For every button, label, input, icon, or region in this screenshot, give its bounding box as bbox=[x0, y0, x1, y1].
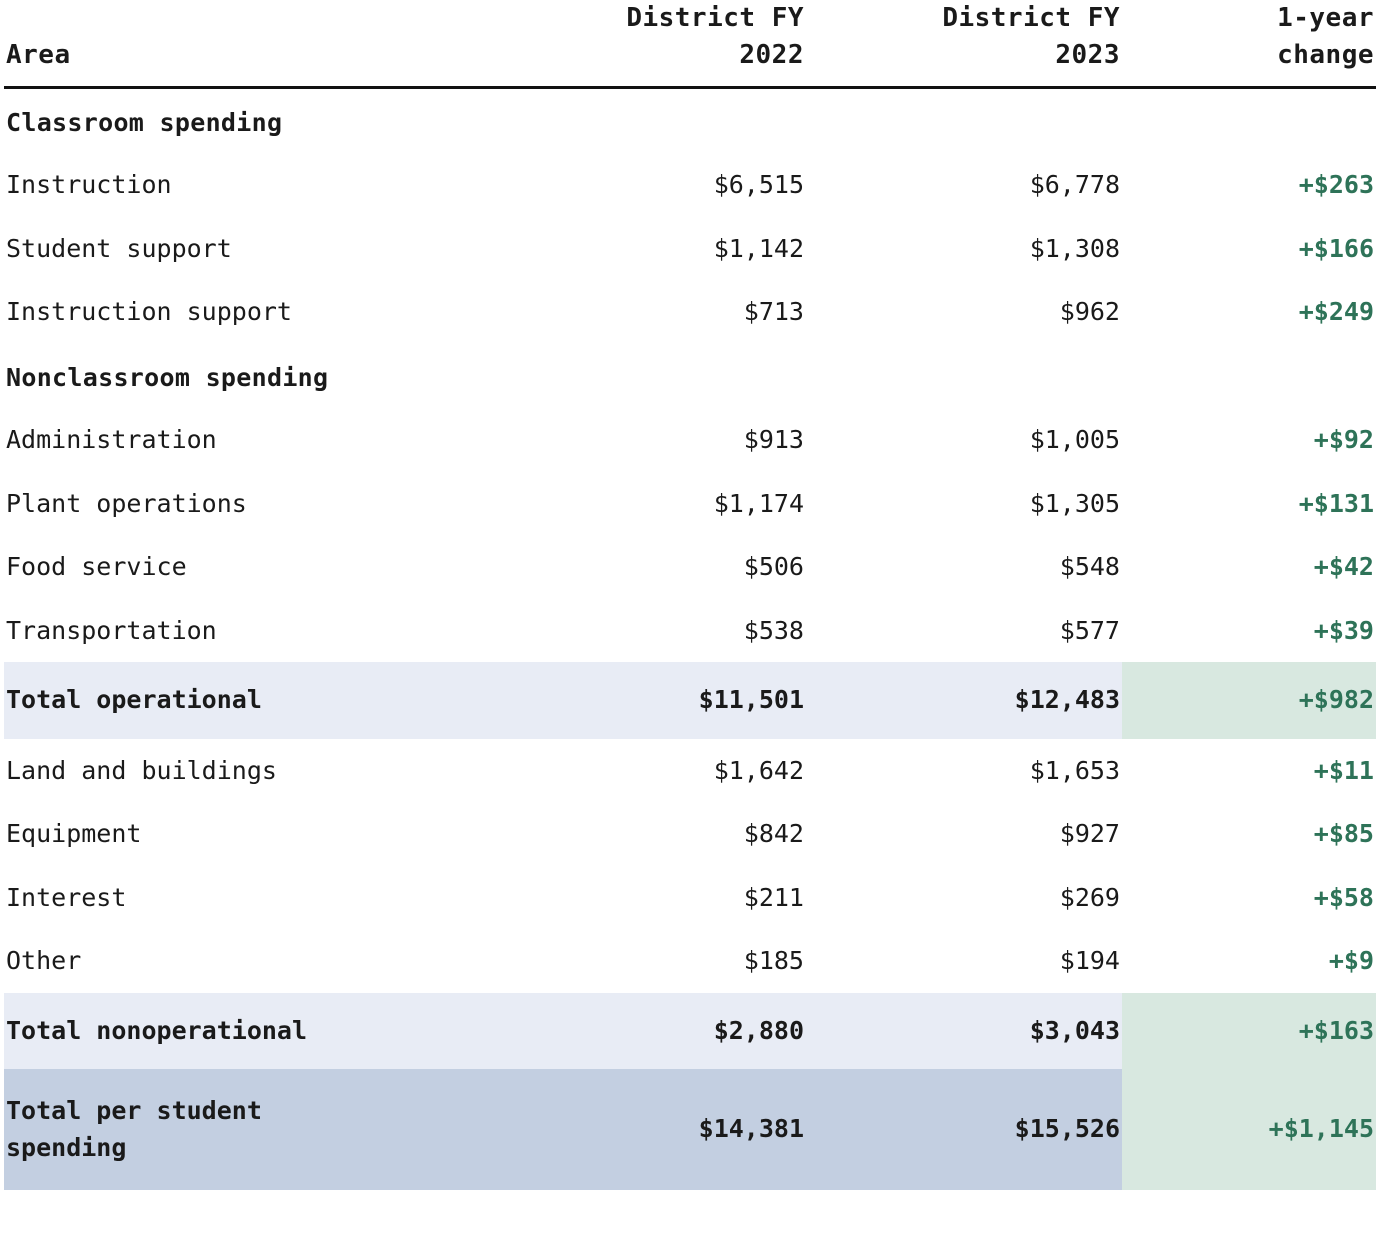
table-row: Interest $211 $269 +$58 bbox=[4, 866, 1376, 930]
cell-area: Land and buildings bbox=[6, 755, 277, 785]
column-header-fy2022-line1: District FY bbox=[626, 3, 804, 33]
cell-area: Classroom spending bbox=[6, 107, 283, 137]
table-body: Classroom spending Instruction $6,515 $6,77… bbox=[4, 87, 1376, 1190]
table-row: Total per student spending $14,381 $15,526… bbox=[4, 1069, 1376, 1190]
cell-fy2022: $713 bbox=[743, 297, 804, 327]
table-header-row: Area District FY 2022 District FY 2023 1… bbox=[4, 0, 1376, 89]
cell-change: +$263 bbox=[1298, 170, 1374, 200]
table-header: Area District FY 2022 District FY 2023 1… bbox=[4, 0, 1376, 89]
cell-fy2023: $1,005 bbox=[1029, 425, 1120, 455]
cell-area: Administration bbox=[6, 425, 217, 455]
cell-change: +$166 bbox=[1298, 233, 1374, 263]
table-row: Administration $913 $1,005 +$92 bbox=[4, 408, 1376, 472]
cell-area: Nonclassroom spending bbox=[6, 362, 329, 392]
cell-area: Interest bbox=[6, 882, 127, 912]
cell-fy2023: $927 bbox=[1059, 819, 1120, 849]
cell-fy2023: $577 bbox=[1059, 615, 1120, 645]
cell-change: +$11 bbox=[1313, 755, 1374, 785]
cell-fy2022: $14,381 bbox=[564, 1069, 806, 1190]
cell-area: Instruction support bbox=[6, 297, 292, 327]
cell-area: Instruction bbox=[6, 170, 172, 200]
cell-fy2022 bbox=[564, 344, 806, 409]
column-header-fy2022[interactable]: District FY 2022 bbox=[564, 0, 806, 89]
cell-fy2023 bbox=[806, 87, 1122, 153]
table-section-row: Nonclassroom spending bbox=[4, 344, 1376, 409]
cell-change: +$39 bbox=[1313, 615, 1374, 645]
cell-fy2022: $2,880 bbox=[564, 992, 806, 1070]
column-header-change-line1: 1-year bbox=[1277, 3, 1374, 33]
cell-change: +$1,145 bbox=[1122, 1069, 1376, 1190]
cell-fy2022: $506 bbox=[743, 552, 804, 582]
table-row: Transportation $538 $577 +$39 bbox=[4, 599, 1376, 663]
column-header-fy2023[interactable]: District FY 2023 bbox=[806, 0, 1122, 89]
cell-change: +$42 bbox=[1313, 552, 1374, 582]
column-header-fy2023-line1: District FY bbox=[942, 3, 1120, 33]
cell-change: +$9 bbox=[1328, 946, 1374, 976]
cell-area: Other bbox=[6, 946, 82, 976]
column-header-fy2022-line2: 2022 bbox=[739, 39, 804, 70]
per-student-spending-table: Area District FY 2022 District FY 2023 1… bbox=[4, 0, 1376, 1190]
cell-fy2022 bbox=[564, 87, 806, 153]
cell-fy2023: $1,305 bbox=[1029, 488, 1120, 518]
cell-area: Student support bbox=[6, 233, 232, 263]
column-header-change[interactable]: 1-year change bbox=[1122, 0, 1376, 89]
cell-fy2023: $194 bbox=[1059, 946, 1120, 976]
table-row: Equipment $842 $927 +$85 bbox=[4, 802, 1376, 866]
cell-area: Transportation bbox=[6, 615, 217, 645]
table-row: Food service $506 $548 +$42 bbox=[4, 535, 1376, 599]
table-row: Land and buildings $1,642 $1,653 +$11 bbox=[4, 739, 1376, 803]
table-row: Instruction support $713 $962 +$249 bbox=[4, 280, 1376, 344]
cell-fy2022: $913 bbox=[743, 425, 804, 455]
cell-fy2023: $269 bbox=[1059, 882, 1120, 912]
cell-change: +$58 bbox=[1313, 882, 1374, 912]
table-row: Total operational $11,501 $12,483 +$982 bbox=[4, 662, 1376, 739]
column-header-area-label: Area bbox=[6, 39, 71, 70]
cell-fy2023: $1,308 bbox=[1029, 233, 1120, 263]
cell-fy2022: $11,501 bbox=[564, 662, 806, 739]
column-header-area[interactable]: Area bbox=[4, 0, 564, 89]
cell-fy2023: $548 bbox=[1059, 552, 1120, 582]
cell-fy2022: $211 bbox=[743, 882, 804, 912]
cell-fy2022: $538 bbox=[743, 615, 804, 645]
cell-fy2022: $1,174 bbox=[713, 488, 804, 518]
cell-fy2022: $842 bbox=[743, 819, 804, 849]
cell-fy2023: $15,526 bbox=[806, 1069, 1122, 1190]
table-row: Instruction $6,515 $6,778 +$263 bbox=[4, 153, 1376, 217]
cell-fy2023 bbox=[806, 344, 1122, 409]
cell-area-label: Total per student spending bbox=[6, 1096, 262, 1162]
cell-area: Total operational bbox=[4, 662, 564, 739]
column-header-fy2023-line2: 2023 bbox=[1055, 39, 1120, 70]
cell-fy2023: $3,043 bbox=[806, 992, 1122, 1070]
cell-change: +$85 bbox=[1313, 819, 1374, 849]
cell-fy2022: $1,642 bbox=[713, 755, 804, 785]
cell-change: +$982 bbox=[1122, 662, 1376, 739]
table-row: Student support $1,142 $1,308 +$166 bbox=[4, 217, 1376, 281]
table-row: Plant operations $1,174 $1,305 +$131 bbox=[4, 472, 1376, 536]
cell-fy2023: $6,778 bbox=[1029, 170, 1120, 200]
cell-fy2023: $962 bbox=[1059, 297, 1120, 327]
cell-change: +$131 bbox=[1298, 488, 1374, 518]
cell-fy2022: $6,515 bbox=[713, 170, 804, 200]
cell-area: Total per student spending bbox=[4, 1069, 564, 1190]
table-row: Other $185 $194 +$9 bbox=[4, 929, 1376, 993]
cell-change: +$163 bbox=[1122, 992, 1376, 1070]
table-row: Total nonoperational $2,880 $3,043 +$163 bbox=[4, 992, 1376, 1070]
cell-change bbox=[1122, 344, 1376, 409]
cell-change bbox=[1122, 87, 1376, 153]
cell-area: Total nonoperational bbox=[4, 992, 564, 1070]
cell-fy2023: $12,483 bbox=[806, 662, 1122, 739]
cell-fy2022: $185 bbox=[743, 946, 804, 976]
cell-fy2022: $1,142 bbox=[713, 233, 804, 263]
column-header-change-line2: change bbox=[1277, 39, 1374, 70]
cell-fy2023: $1,653 bbox=[1029, 755, 1120, 785]
cell-change: +$249 bbox=[1298, 297, 1374, 327]
cell-area: Food service bbox=[6, 552, 187, 582]
cell-area: Plant operations bbox=[6, 488, 247, 518]
cell-area: Equipment bbox=[6, 819, 142, 849]
table-section-row: Classroom spending bbox=[4, 87, 1376, 153]
cell-change: +$92 bbox=[1313, 425, 1374, 455]
